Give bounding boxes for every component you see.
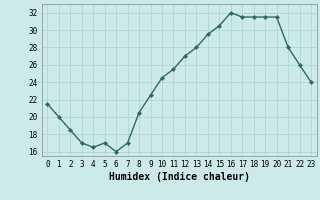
X-axis label: Humidex (Indice chaleur): Humidex (Indice chaleur) — [109, 172, 250, 182]
